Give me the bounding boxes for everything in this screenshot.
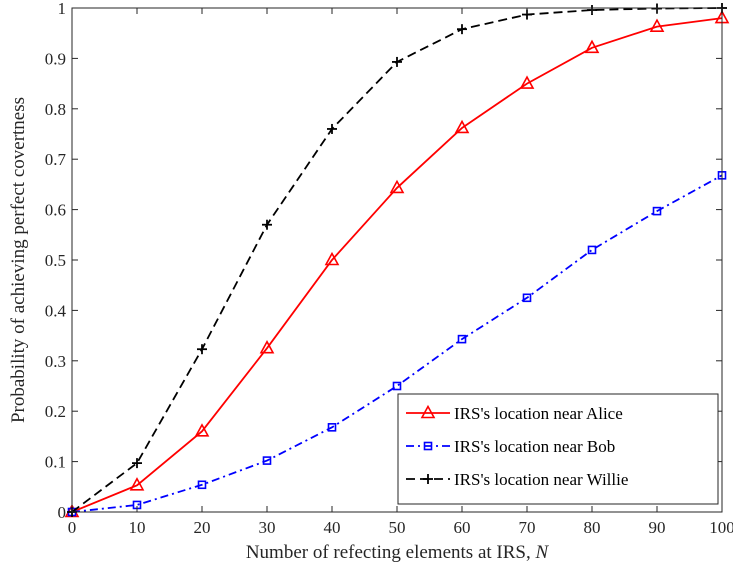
data-point xyxy=(262,219,272,230)
legend-label: IRS's location near Bob xyxy=(454,437,615,456)
data-point xyxy=(519,75,535,89)
x-tick-label: 100 xyxy=(709,518,733,537)
data-point xyxy=(457,334,467,344)
legend-label: IRS's location near Willie xyxy=(454,470,628,489)
series-line xyxy=(71,17,723,513)
x-tick-label: 70 xyxy=(519,518,536,537)
data-point xyxy=(457,24,467,35)
y-axis-label: Probability of achieving perfect covertn… xyxy=(8,97,29,423)
x-tick-label: 20 xyxy=(194,518,211,537)
data-point xyxy=(454,119,470,134)
x-tick-label: 90 xyxy=(649,518,666,537)
legend-marker xyxy=(423,441,433,451)
data-point xyxy=(584,39,600,54)
data-point xyxy=(132,458,142,469)
y-tick-label: 0.6 xyxy=(45,201,66,220)
y-tick-label: 0.1 xyxy=(45,453,66,472)
data-point xyxy=(587,245,597,255)
data-point xyxy=(194,423,210,437)
axis-ticks: 0 10 20 30 40 50 60 70 80 90 100 0 0.1 0.2 0.3 0.4 0.5 0.… xyxy=(45,0,733,537)
series-line xyxy=(71,174,723,513)
x-tick-label: 50 xyxy=(389,518,406,537)
y-tick-label: 0.3 xyxy=(45,352,66,371)
x-tick-label: 30 xyxy=(259,518,276,537)
legend: IRS's location near Alice IRS's location … xyxy=(397,393,719,505)
x-axis-label-variable: N xyxy=(534,542,549,563)
x-tick-label: 60 xyxy=(454,518,471,537)
data-point xyxy=(129,477,145,491)
data-point xyxy=(652,206,662,216)
y-tick-label: 0.7 xyxy=(45,150,67,169)
data-point xyxy=(392,381,402,391)
x-tick-label: 0 xyxy=(68,518,77,537)
data-point xyxy=(522,293,532,303)
data-point xyxy=(324,251,340,266)
legend-marker xyxy=(423,474,433,484)
data-point xyxy=(327,123,337,134)
x-axis-label: Number of refecting elements at IRS, N xyxy=(246,542,550,563)
series-3 xyxy=(67,3,727,517)
y-tick-label: 0.2 xyxy=(45,402,66,421)
y-tick-label: 0 xyxy=(58,503,67,522)
y-tick-label: 0.4 xyxy=(45,301,67,320)
legend-box xyxy=(397,393,719,505)
data-point xyxy=(389,179,405,194)
legend-label: IRS's location near Alice xyxy=(454,404,623,423)
legend-item: IRS's location near Bob xyxy=(406,437,615,456)
x-tick-label: 80 xyxy=(584,518,601,537)
y-tick-label: 0.5 xyxy=(45,251,66,270)
data-point xyxy=(259,340,275,354)
series-2 xyxy=(67,171,727,517)
data-point xyxy=(197,344,207,355)
legend-item: IRS's location near Alice xyxy=(406,404,623,423)
y-tick-label: 0.8 xyxy=(45,100,66,119)
y-tick-label: 0.9 xyxy=(45,49,66,68)
x-axis-label-text: Number of refecting elements at IRS, xyxy=(246,542,531,563)
series-layer xyxy=(64,3,730,518)
data-point xyxy=(262,456,272,465)
data-point xyxy=(392,56,402,67)
data-point xyxy=(197,480,207,490)
legend-marker xyxy=(420,404,436,419)
x-tick-label: 10 xyxy=(129,518,146,537)
legend-item: IRS's location near Willie xyxy=(406,470,628,489)
data-point xyxy=(327,423,337,432)
x-tick-label: 40 xyxy=(324,518,341,537)
y-tick-label: 1 xyxy=(58,0,67,18)
data-point xyxy=(649,18,665,32)
